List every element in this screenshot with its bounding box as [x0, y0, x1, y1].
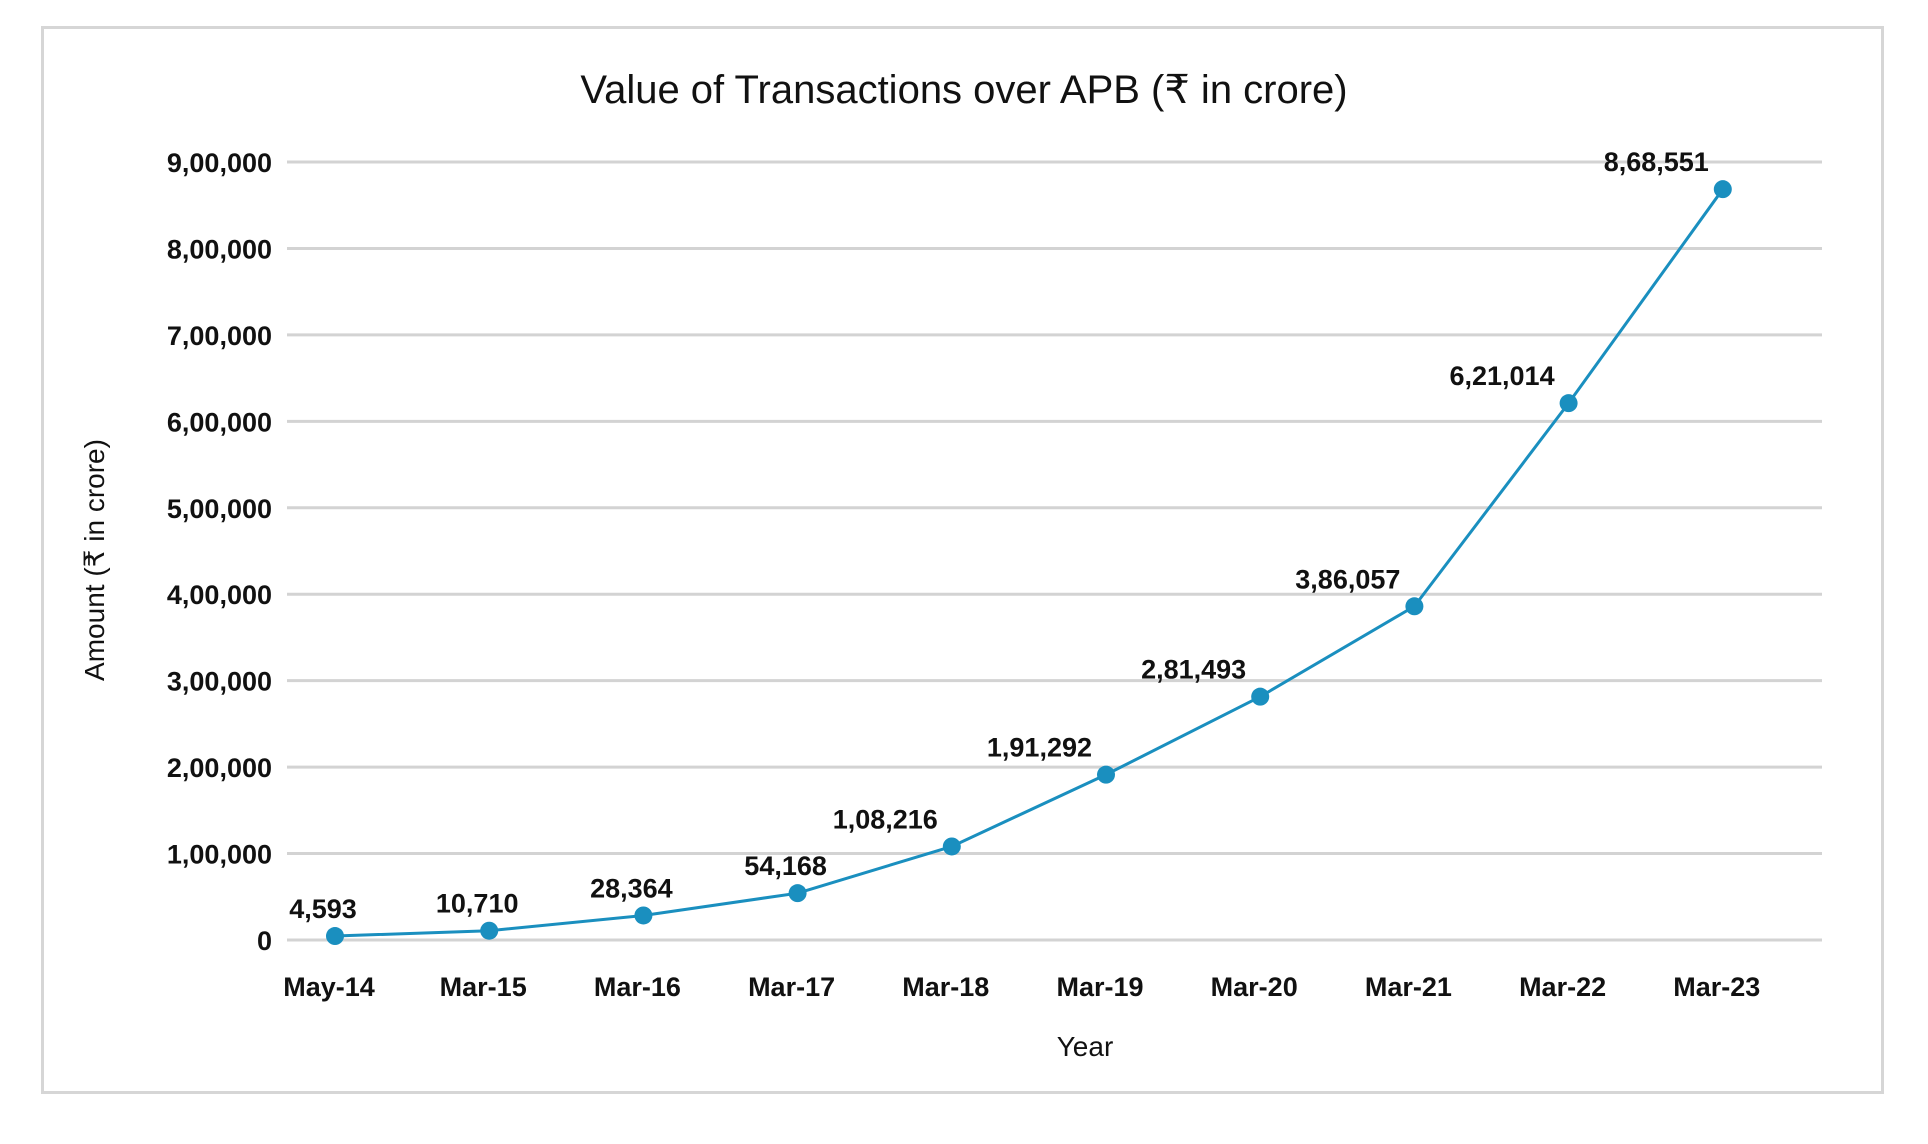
x-tick-label-9: Mar-23	[1673, 972, 1760, 1002]
x-tick-label-6: Mar-20	[1211, 972, 1298, 1002]
chart-frame	[41, 26, 1884, 1094]
x-axis-ticks: May-14 Mar-15 Mar-16 Mar-17 Mar-18 Mar-19 Mar-…	[283, 972, 1760, 1002]
data-label-9: 8,68,551	[1604, 147, 1709, 177]
y-tick-label-7: 7,00,000	[167, 321, 272, 351]
data-label-3: 54,168	[744, 851, 827, 881]
data-point-3	[788, 884, 807, 903]
x-tick-label-5: Mar-19	[1056, 972, 1143, 1002]
data-point-7	[1405, 597, 1424, 616]
data-point-9	[1713, 180, 1732, 199]
data-point-2	[634, 906, 653, 925]
y-tick-label-2: 2,00,000	[167, 753, 272, 783]
chart-title: Value of Transactions over APB (₹ in cro…	[580, 68, 1347, 112]
x-tick-label-2: Mar-16	[594, 972, 681, 1002]
data-label-6: 2,81,493	[1141, 655, 1246, 685]
series-polyline	[334, 188, 1725, 938]
y-tick-label-5: 5,00,000	[167, 494, 272, 524]
x-tick-label-3: Mar-17	[748, 972, 835, 1002]
data-label-2: 28,364	[590, 873, 673, 903]
data-label-8: 6,21,014	[1449, 361, 1554, 391]
y-axis-ticks: 0 1,00,000 2,00,000 3,00,000 4,00,000 5,00,00…	[167, 148, 272, 956]
data-point-5	[1097, 765, 1115, 784]
y-tick-label-8: 8,00,000	[167, 234, 272, 264]
data-label-4: 1,08,216	[833, 804, 938, 834]
x-tick-label-1: Mar-15	[440, 972, 527, 1002]
y-tick-label-0: 0	[257, 926, 272, 956]
series-line	[334, 188, 1725, 938]
gridlines	[287, 160, 1822, 942]
y-tick-label-9: 9,00,000	[167, 148, 272, 178]
x-tick-label-0: May-14	[283, 972, 375, 1002]
data-point-6	[1251, 687, 1270, 706]
data-point-4	[942, 837, 961, 856]
x-tick-label-4: Mar-18	[902, 972, 989, 1002]
y-tick-label-4: 4,00,000	[167, 580, 272, 610]
data-point-1	[480, 921, 499, 940]
series-points	[326, 180, 1732, 946]
data-label-0: 4,593	[289, 894, 357, 924]
x-tick-label-8: Mar-22	[1519, 972, 1606, 1002]
x-tick-label-7: Mar-21	[1365, 972, 1452, 1002]
data-point-8	[1559, 394, 1578, 413]
y-tick-label-3: 3,00,000	[167, 667, 272, 697]
y-tick-label-6: 6,00,000	[167, 407, 272, 437]
data-label-5: 1,91,292	[987, 733, 1092, 763]
data-point-0	[326, 927, 344, 946]
x-axis-title: Year	[1057, 1031, 1114, 1062]
data-label-1: 10,710	[436, 889, 519, 919]
data-label-7: 3,86,057	[1295, 564, 1400, 594]
y-tick-label-1: 1,00,000	[167, 840, 272, 870]
y-axis-title: Amount (₹ in crore)	[79, 439, 110, 681]
